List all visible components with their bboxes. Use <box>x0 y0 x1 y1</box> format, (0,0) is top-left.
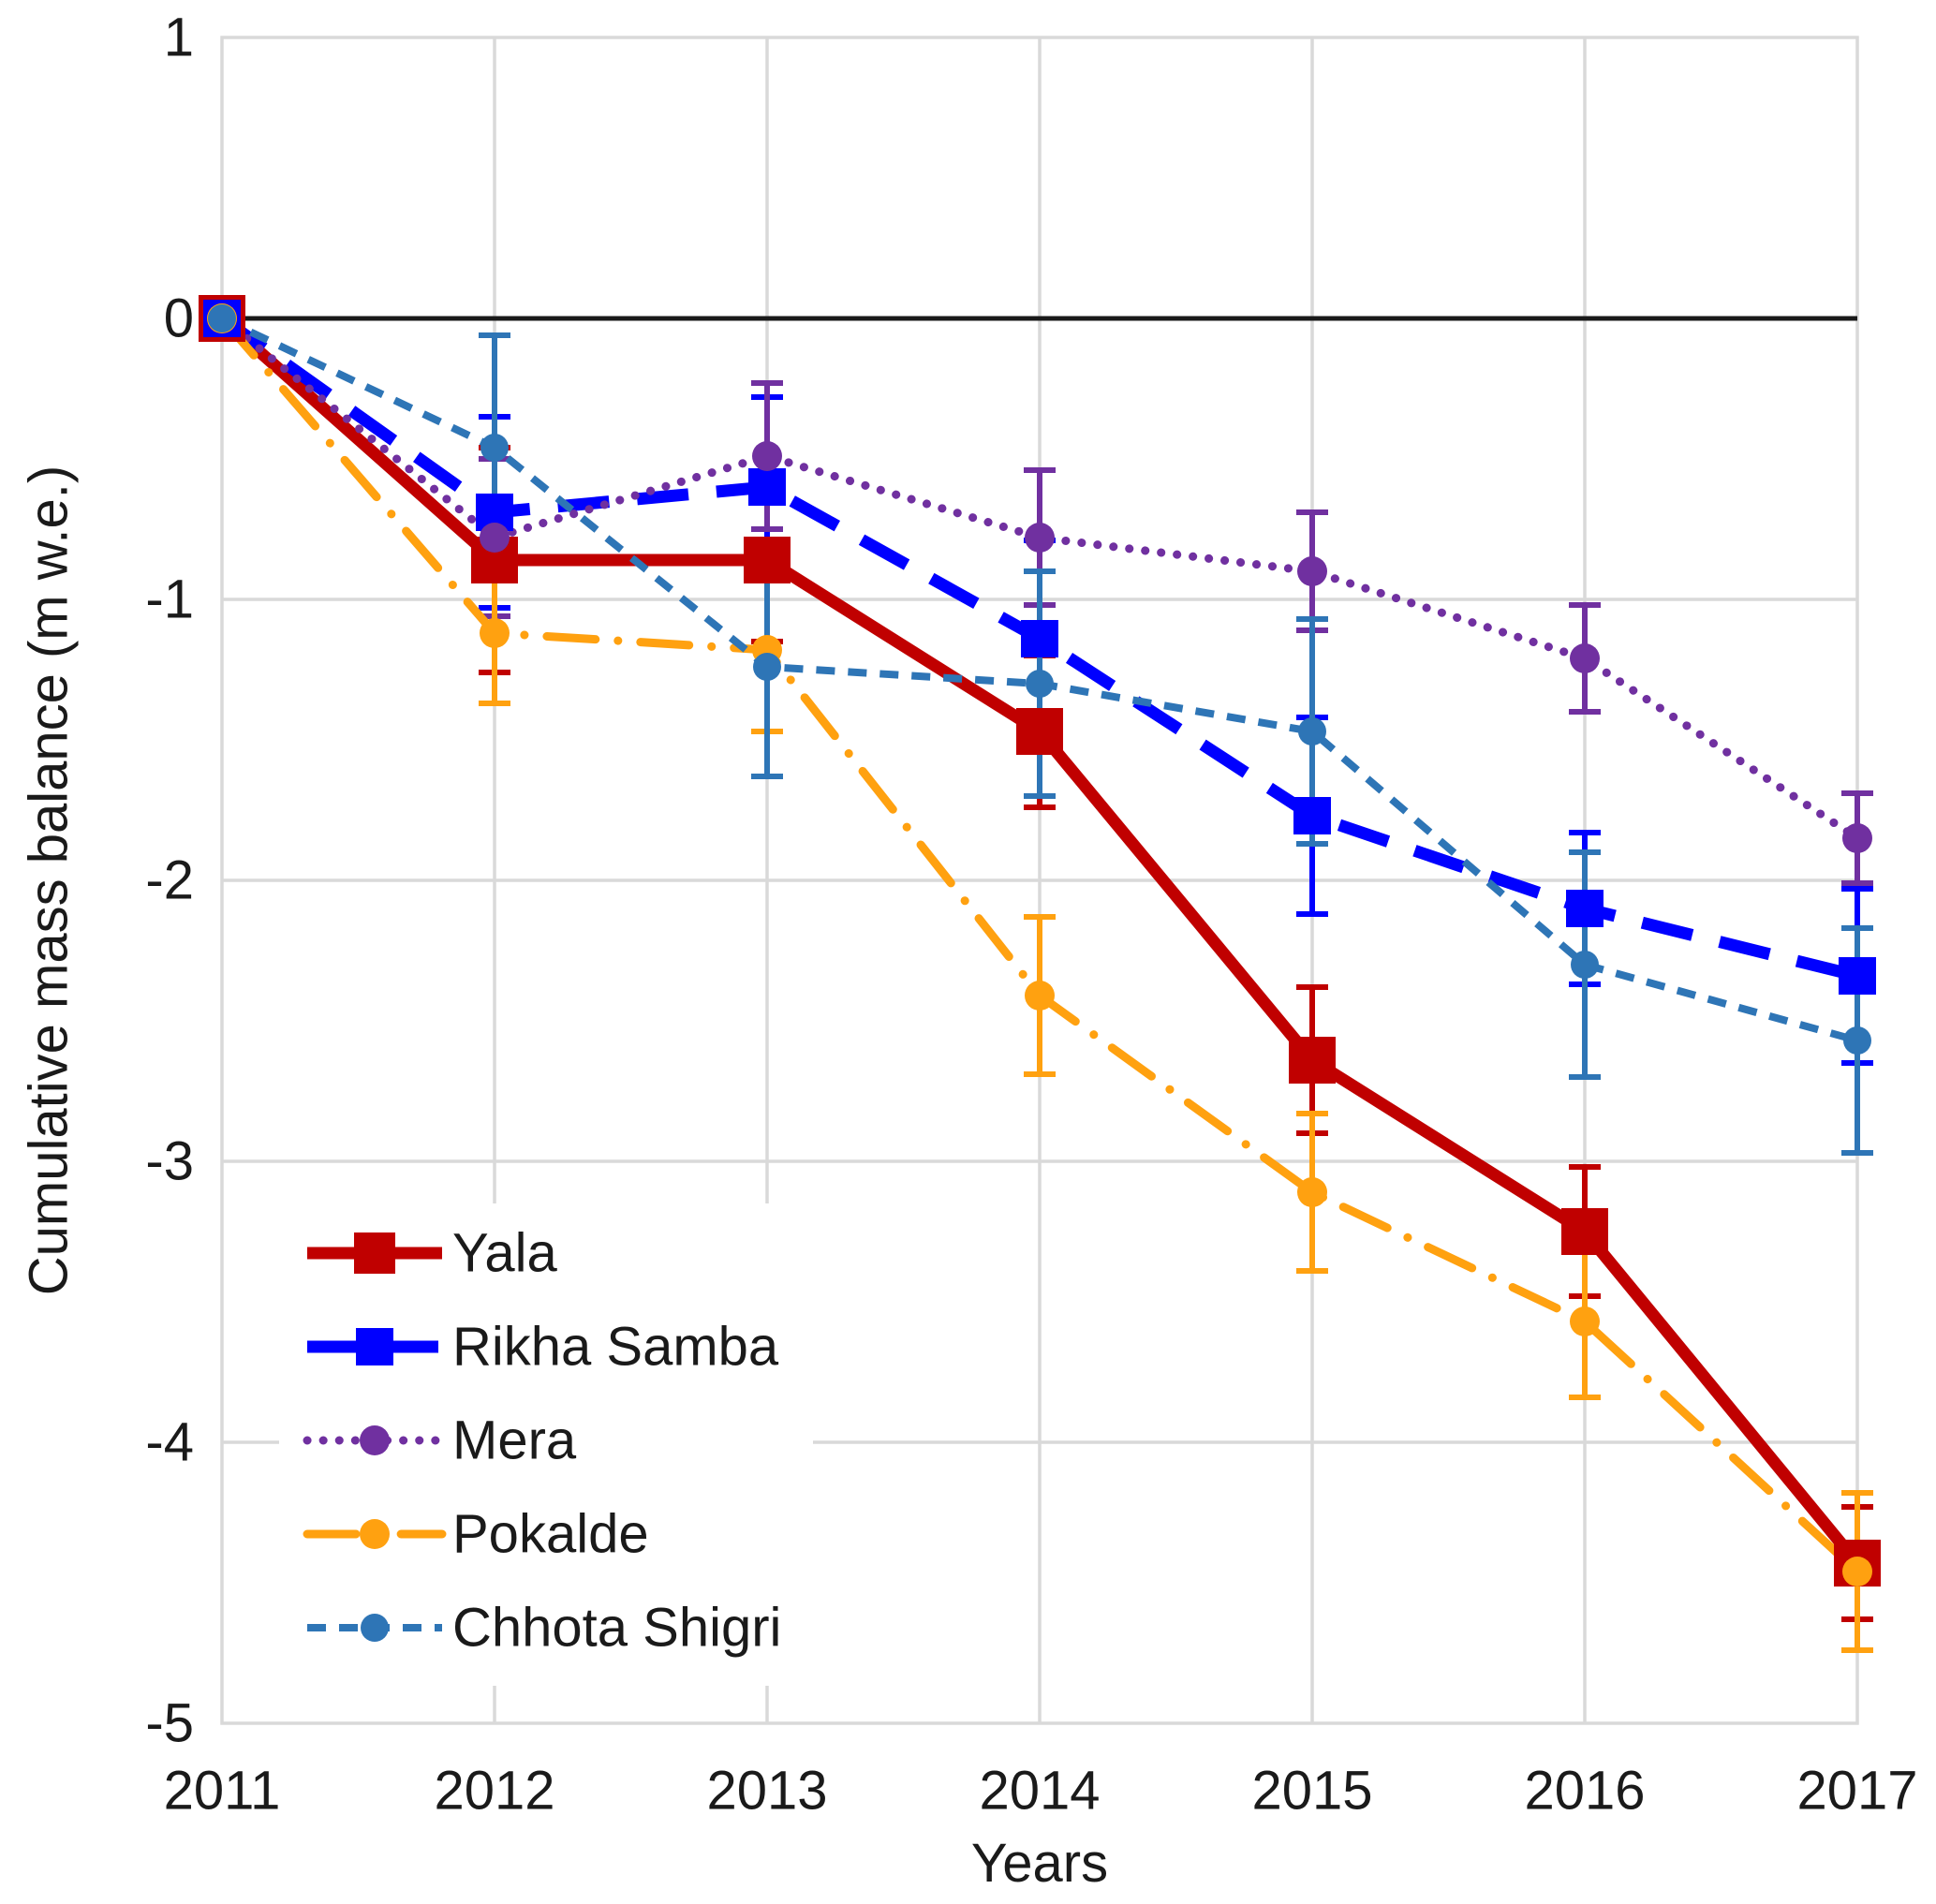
marker-yala <box>744 537 791 583</box>
y-axis-title: Cumulative mass balance (m w.e.) <box>18 465 80 1296</box>
legend-label: Rikha Samba <box>452 1317 779 1378</box>
marker-yala <box>1561 1208 1608 1255</box>
marker-chhota-shigri <box>480 434 509 462</box>
marker-chhota-shigri <box>753 653 781 681</box>
marker-mera <box>1570 643 1600 673</box>
x-tick-label: 2016 <box>1524 1761 1645 1822</box>
y-tick-label: -5 <box>145 1693 194 1754</box>
legend-label: Pokalde <box>452 1504 649 1565</box>
marker-yala <box>1016 708 1063 755</box>
marker-chhota-shigri <box>208 304 236 332</box>
x-tick-label: 2013 <box>706 1761 827 1822</box>
legend-marker <box>360 1425 390 1455</box>
marker-mera <box>1025 523 1055 553</box>
marker-mera <box>1297 556 1327 586</box>
x-tick-label: 2015 <box>1251 1761 1372 1822</box>
marker-pokalde <box>480 618 510 648</box>
marker-pokalde <box>1297 1177 1327 1207</box>
legend-marker <box>356 1328 393 1365</box>
marker-rikha-samba <box>1021 620 1058 657</box>
marker-mera <box>752 441 782 471</box>
legend-label: Mera <box>452 1410 577 1471</box>
x-tick-label: 2011 <box>164 1761 281 1822</box>
legend-label: Yala <box>452 1223 558 1284</box>
marker-pokalde <box>1570 1306 1600 1336</box>
legend-item-rikha-samba: Rikha Samba <box>307 1317 779 1378</box>
x-tick-label: 2012 <box>434 1761 554 1822</box>
x-tick-label: 2017 <box>1796 1761 1917 1822</box>
legend-item-chhota-shigri: Chhota Shigri <box>307 1598 781 1659</box>
y-tick-label: -1 <box>145 569 194 630</box>
marker-pokalde <box>1025 981 1055 1011</box>
legend-marker <box>360 1519 390 1549</box>
marker-chhota-shigri <box>1026 670 1054 698</box>
y-tick-label: -3 <box>145 1131 194 1192</box>
y-tick-label: -4 <box>145 1412 194 1473</box>
x-tick-label: 2014 <box>979 1761 1100 1822</box>
legend-item-pokalde: Pokalde <box>303 1504 649 1565</box>
legend-marker <box>354 1232 395 1274</box>
marker-mera <box>1842 823 1872 853</box>
marker-yala <box>1289 1037 1336 1084</box>
marker-rikha-samba <box>748 468 786 506</box>
marker-chhota-shigri <box>1298 717 1326 745</box>
y-tick-label: 1 <box>164 7 194 68</box>
marker-rikha-samba <box>1566 890 1603 927</box>
marker-chhota-shigri <box>1843 1026 1871 1055</box>
legend-label: Chhota Shigri <box>452 1598 781 1659</box>
y-tick-label: 0 <box>164 288 194 349</box>
legend-item-yala: Yala <box>307 1223 558 1284</box>
legend-marker <box>361 1614 389 1642</box>
y-tick-label: -2 <box>145 850 194 911</box>
marker-pokalde <box>1842 1557 1872 1587</box>
marker-chhota-shigri <box>1571 951 1599 979</box>
marker-rikha-samba <box>1839 957 1876 995</box>
legend: Yala Rikha Samba Mera Pokalde Chhota Shigri <box>303 1223 781 1659</box>
x-axis-title: Years <box>970 1833 1109 1894</box>
marker-rikha-samba <box>1293 797 1331 834</box>
marker-mera <box>480 523 510 553</box>
legend-item-mera: Mera <box>303 1410 577 1471</box>
